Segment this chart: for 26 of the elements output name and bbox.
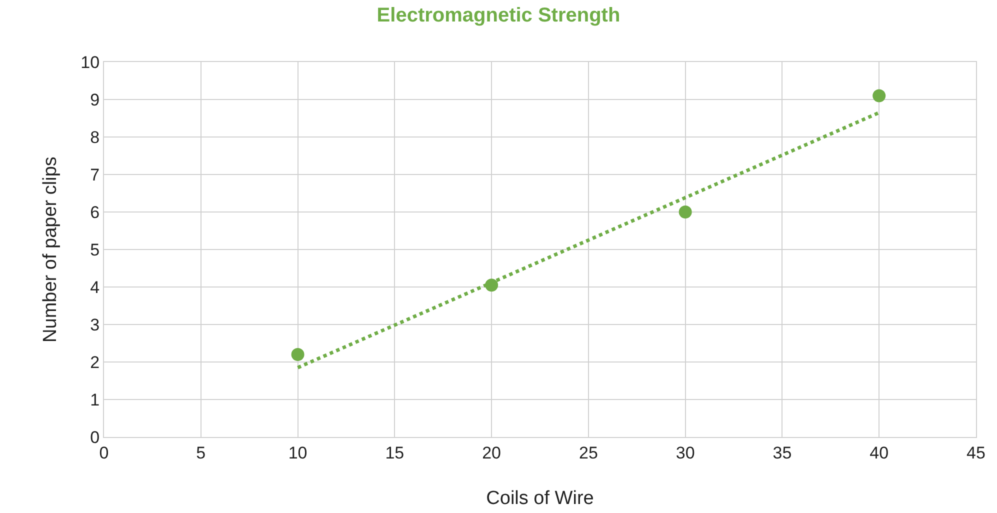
x-tick-label: 40 xyxy=(870,443,889,462)
y-tick-label: 1 xyxy=(90,390,100,410)
y-tick-label: 5 xyxy=(90,240,100,260)
y-tick-label: 2 xyxy=(90,352,100,372)
point xyxy=(291,348,304,361)
y-tick-label: 0 xyxy=(90,428,100,447)
y-tick-label: 8 xyxy=(90,128,100,147)
y-axis-title: Number of paper clips xyxy=(40,156,61,342)
y-tick-label: 3 xyxy=(90,315,100,334)
point xyxy=(872,89,886,102)
x-tick-label: 45 xyxy=(966,443,986,462)
x-tick-label: 25 xyxy=(578,443,598,462)
y-tick-label: 7 xyxy=(90,165,100,184)
x-tick-label: 10 xyxy=(288,443,308,462)
x-tick-label: 35 xyxy=(772,443,792,462)
point xyxy=(678,206,692,218)
x-tick-label: 30 xyxy=(676,443,695,462)
x-tick-label: 5 xyxy=(196,443,206,462)
x-axis-title: Coils of Wire xyxy=(486,488,594,509)
chart-title: Electromagnetic Strength xyxy=(376,4,620,27)
y-tick-label: 4 xyxy=(90,278,100,297)
y-tick-label: 6 xyxy=(90,202,100,222)
x-tick-label: 20 xyxy=(482,443,502,462)
y-tick-label: 9 xyxy=(90,90,100,110)
x-tick-label: 15 xyxy=(385,443,404,462)
y-tick-label: 10 xyxy=(80,52,100,72)
